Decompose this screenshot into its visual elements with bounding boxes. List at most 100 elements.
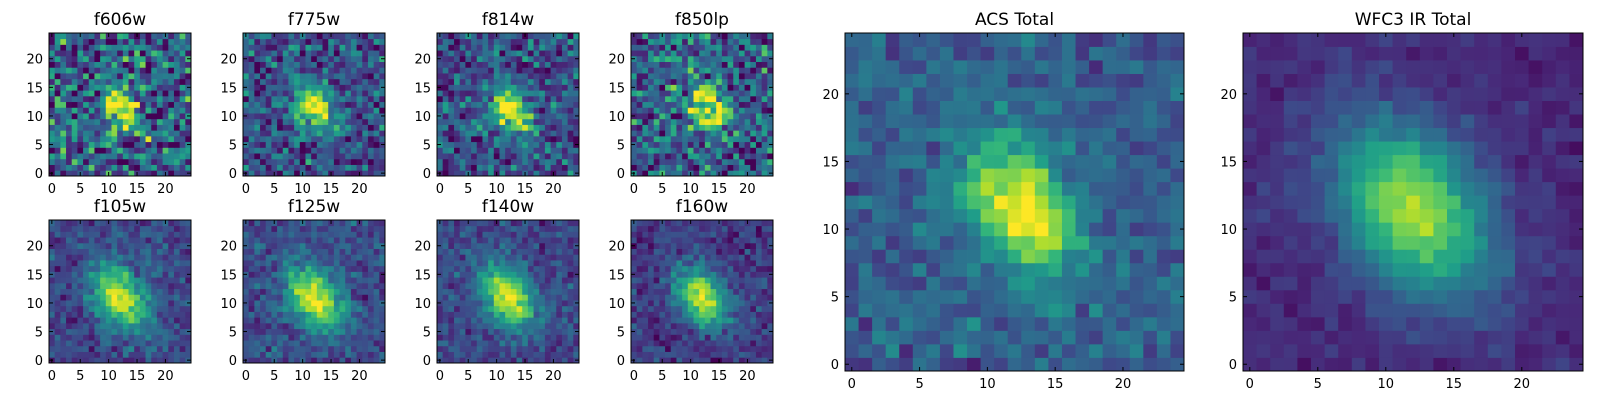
heatmap-cell xyxy=(345,322,352,330)
heatmap-cell xyxy=(533,317,540,324)
heatmap-cell xyxy=(316,130,323,137)
heatmap-cell xyxy=(367,345,375,352)
heatmap-cell xyxy=(305,334,312,341)
heatmap-cell xyxy=(459,90,466,97)
heatmap-cell xyxy=(693,78,700,85)
heatmap-cell xyxy=(305,328,312,335)
heatmap-cell xyxy=(522,260,529,267)
heatmap-cell xyxy=(699,170,706,177)
heatmap-cell xyxy=(60,248,67,255)
heatmap-cell xyxy=(653,73,660,80)
heatmap-cell xyxy=(454,95,461,103)
heatmap-cell xyxy=(727,44,734,51)
heatmap-cell xyxy=(367,277,375,284)
heatmap-cell xyxy=(185,220,192,227)
heatmap-cell xyxy=(94,107,101,114)
heatmap-cell xyxy=(567,141,574,148)
heatmap-cell xyxy=(733,95,740,103)
heatmap-cell xyxy=(105,334,112,341)
heatmap-cell xyxy=(561,124,569,131)
heatmap-cell xyxy=(128,254,135,261)
heatmap-cell xyxy=(282,277,289,284)
heatmap-cell xyxy=(767,90,774,97)
heatmap-cell xyxy=(243,254,250,261)
heatmap-cell xyxy=(122,164,129,171)
heatmap-cell xyxy=(134,135,141,143)
heatmap-cell xyxy=(676,118,683,125)
heatmap-cell xyxy=(442,73,449,80)
heatmap-cell xyxy=(71,55,78,62)
heatmap-cell xyxy=(60,73,67,80)
heatmap-cell xyxy=(265,317,272,324)
heatmap-cell xyxy=(168,33,175,40)
heatmap-cell xyxy=(476,357,483,364)
heatmap-cell xyxy=(316,107,323,114)
heatmap-cell xyxy=(510,220,517,227)
heatmap-cell xyxy=(544,141,551,148)
heatmap-cell xyxy=(550,73,557,80)
heatmap-cell xyxy=(648,164,655,171)
heatmap-cell xyxy=(66,260,73,267)
heatmap-cell xyxy=(767,147,774,154)
heatmap-cell xyxy=(721,288,728,295)
heatmap-cell xyxy=(316,113,323,120)
heatmap-cell xyxy=(631,340,638,347)
heatmap-cell xyxy=(704,294,711,301)
heatmap-cell xyxy=(367,44,375,51)
heatmap-cell xyxy=(761,50,768,57)
heatmap-cell xyxy=(454,141,461,148)
heatmap-cell xyxy=(488,288,495,295)
heatmap-cell xyxy=(311,248,318,255)
heatmap-cell xyxy=(151,334,158,341)
y-tick-label: 0 xyxy=(423,354,431,369)
heatmap-cell xyxy=(117,95,124,103)
heatmap-cell xyxy=(243,311,250,318)
heatmap-cell xyxy=(704,118,711,125)
heatmap-cell xyxy=(145,55,152,62)
heatmap-cell xyxy=(567,55,574,62)
heatmap-cell xyxy=(539,248,546,255)
heatmap-cell xyxy=(265,33,272,40)
heatmap-cell xyxy=(550,328,557,335)
heatmap-cell xyxy=(173,260,181,267)
heatmap-cell xyxy=(476,351,483,358)
heatmap-cell xyxy=(476,101,483,108)
heatmap-cell xyxy=(139,55,146,62)
heatmap-cell xyxy=(94,260,101,267)
heatmap-cell xyxy=(556,141,563,148)
heatmap-cell xyxy=(66,118,73,125)
heatmap-cell xyxy=(465,95,472,103)
heatmap-cell xyxy=(437,322,444,330)
heatmap-cell xyxy=(288,113,295,120)
heatmap-cell xyxy=(277,351,284,358)
heatmap-cell xyxy=(66,254,73,261)
heatmap-cell xyxy=(482,225,489,232)
heatmap-cell xyxy=(642,164,649,171)
heatmap-cell xyxy=(265,288,272,295)
heatmap-cell xyxy=(516,225,523,232)
heatmap-cell xyxy=(539,282,546,290)
heatmap-cell xyxy=(761,282,768,290)
heatmap-cell xyxy=(750,357,757,364)
heatmap-cell xyxy=(505,158,512,165)
heatmap-cell xyxy=(710,334,717,341)
heatmap-cell xyxy=(567,317,574,324)
x-tick-label: 5 xyxy=(464,369,472,384)
heatmap-cell xyxy=(168,265,175,272)
heatmap-cell xyxy=(350,33,357,40)
heatmap-cell xyxy=(288,357,295,364)
heatmap-cell xyxy=(699,351,706,358)
heatmap-cell xyxy=(653,328,660,335)
heatmap-cell xyxy=(550,44,557,51)
heatmap-cell xyxy=(179,254,186,261)
heatmap-cell xyxy=(476,311,483,318)
heatmap-cell xyxy=(311,322,318,330)
heatmap-cell xyxy=(539,260,546,267)
heatmap-cell xyxy=(442,95,449,103)
heatmap-cell xyxy=(437,351,444,358)
heatmap-cell xyxy=(527,300,534,307)
heatmap-cell xyxy=(499,357,506,364)
heatmap-cell xyxy=(139,158,146,165)
heatmap-cell xyxy=(305,130,312,137)
heatmap-cell xyxy=(533,50,540,57)
